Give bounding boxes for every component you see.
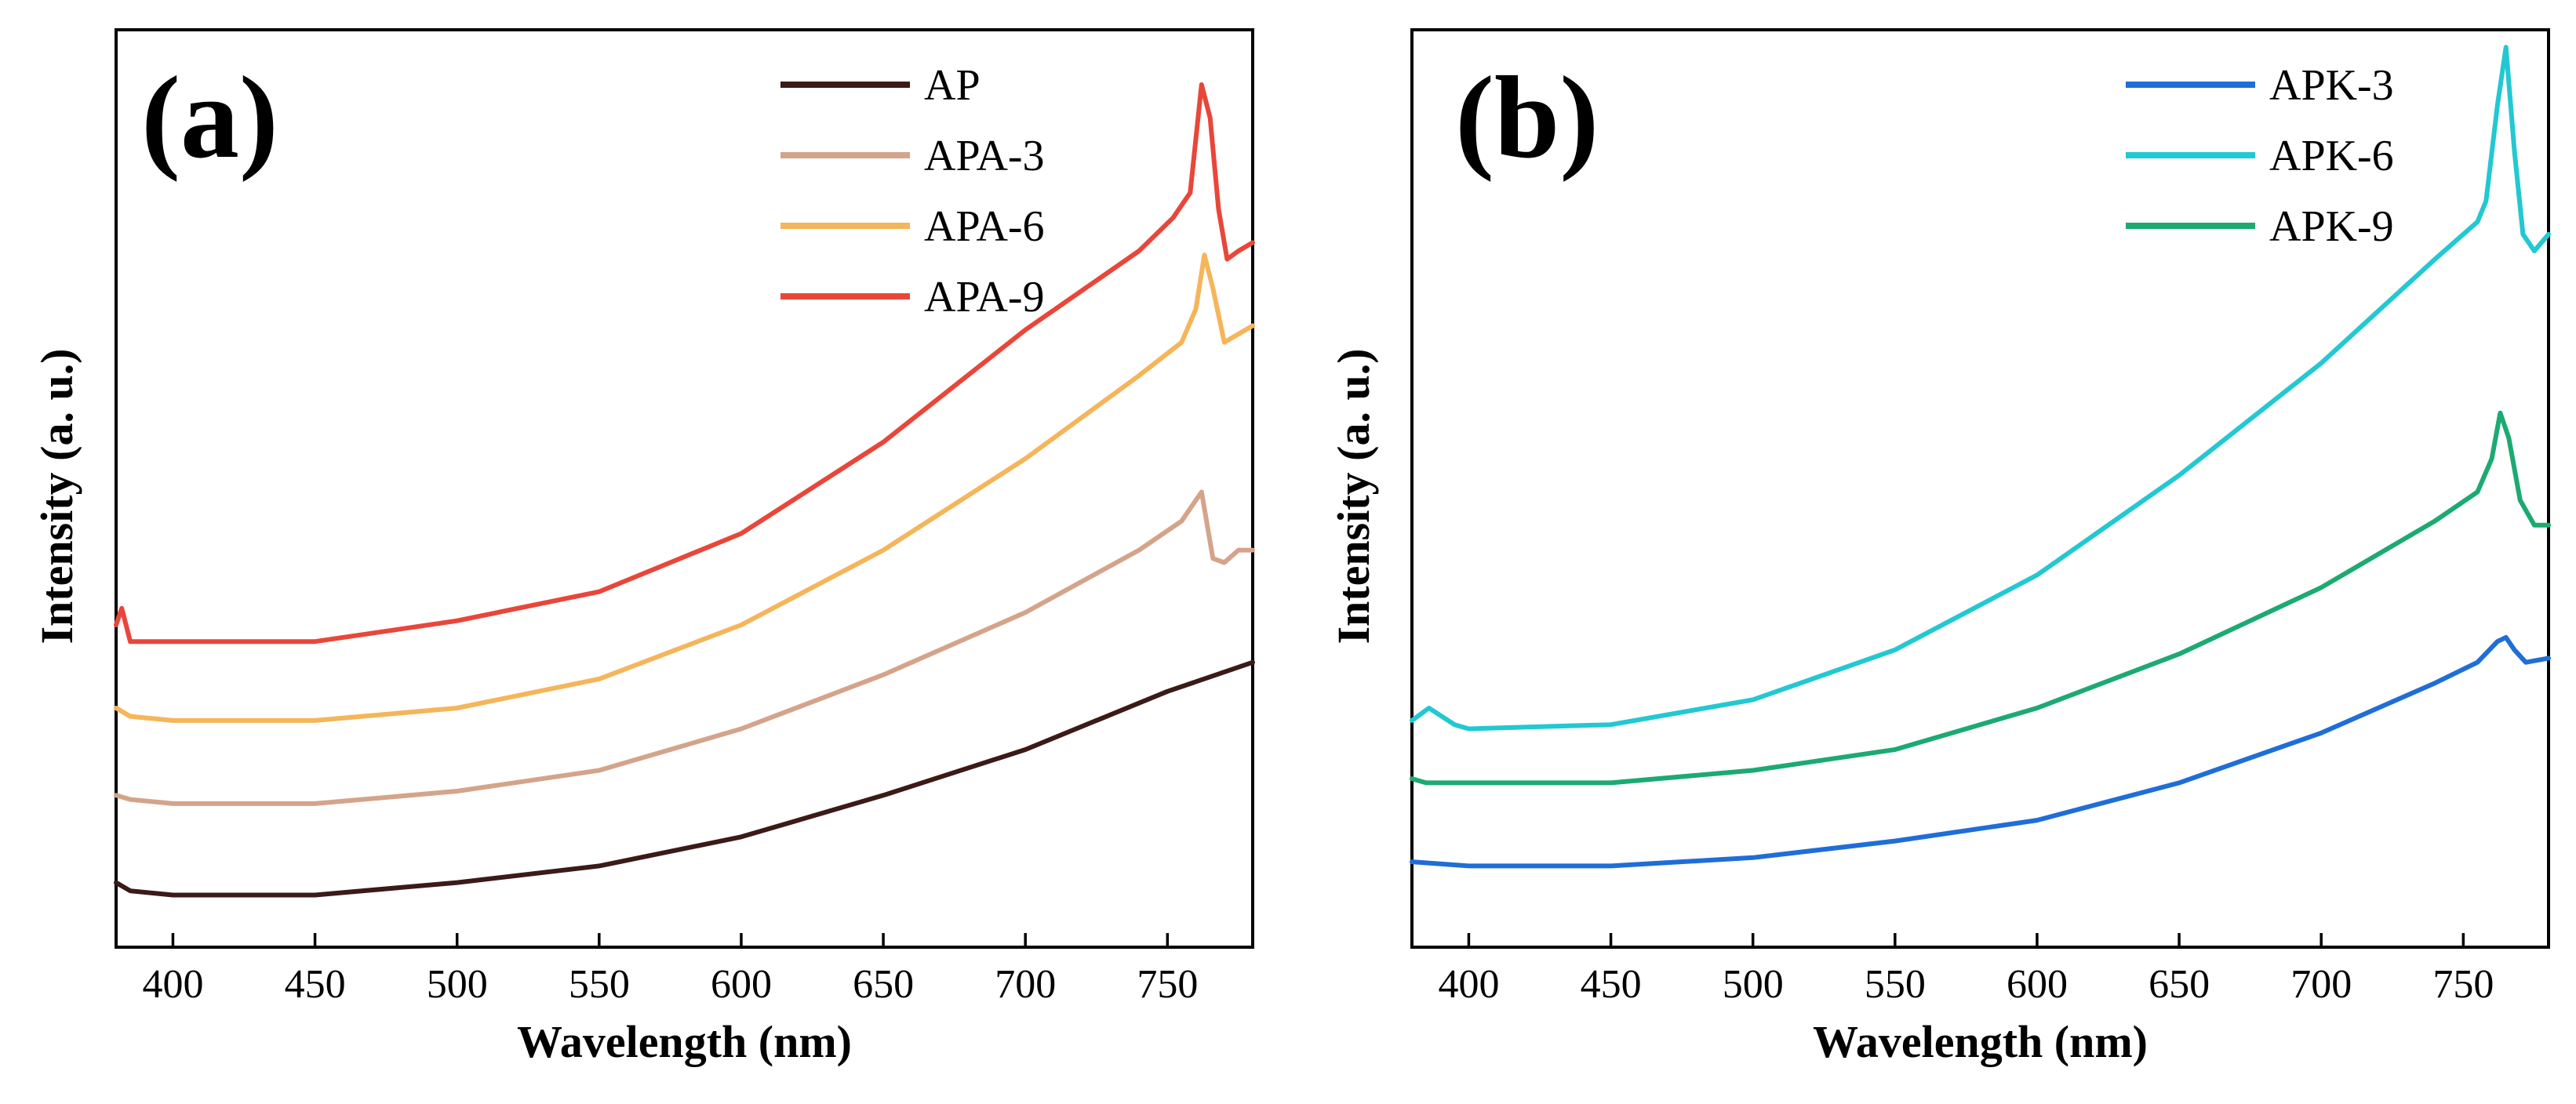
plot-frame [115,28,1254,949]
x-tick-label: 450 [1581,962,1642,1007]
x-tick-label: 650 [2148,962,2210,1007]
x-tick-label: 500 [427,962,488,1007]
legend: AP APA-3 APA-6 APA-9 [780,61,1045,321]
panel-b: 400 450 500 550 600 650 700 750 Wavelength (nm) I… [1328,28,2551,1067]
series-line-apa-6 [114,252,1255,723]
x-axis-title: Wavelength (nm) [1813,1016,2148,1067]
x-tick-label: 650 [853,962,914,1007]
x-tick-label: 600 [2007,962,2068,1007]
x-axis-title: Wavelength (nm) [517,1016,852,1067]
legend: APK-3 APK-6 APK-9 [2126,61,2394,251]
legend-label: APK-6 [2269,132,2394,180]
legend-label: APA-6 [924,202,1045,251]
legend-label: APA-9 [924,273,1045,321]
series-line-apk-3 [1410,634,2551,869]
y-axis-title: Intensity (a. u.) [1328,348,1379,644]
panel-label: (b) [1455,53,1599,183]
series-line-apk-9 [1410,410,2551,786]
series-line-ap [114,659,1255,898]
panel-a: 400 450 500 550 600 650 700 750 Wavelength (nm) I… [31,28,1255,1067]
x-tick-label: 700 [2290,962,2352,1007]
legend-label: AP [924,61,981,110]
panel-label: (a) [141,53,278,183]
x-tick-label: 550 [569,962,630,1007]
x-tick-label: 750 [2432,962,2494,1007]
x-tick-label: 700 [995,962,1056,1007]
x-tick-label: 750 [1137,962,1198,1007]
x-tick-label: 500 [1723,962,1784,1007]
legend-label: APK-3 [2269,61,2394,110]
x-tick-label: 600 [711,962,772,1007]
series-line-apa-9 [114,82,1255,645]
legend-label: APK-9 [2269,202,2394,251]
x-tick-label: 400 [142,962,203,1007]
plot-frame [1410,28,2550,949]
x-tick-label: 450 [285,962,346,1007]
series-line-apa-3 [114,489,1255,806]
x-tick-label: 400 [1438,962,1499,1007]
x-tick-label: 550 [1865,962,1926,1007]
series-line-apk-6 [1410,45,2551,732]
y-axis-title: Intensity (a. u.) [31,348,82,644]
legend-label: APA-3 [924,132,1045,180]
